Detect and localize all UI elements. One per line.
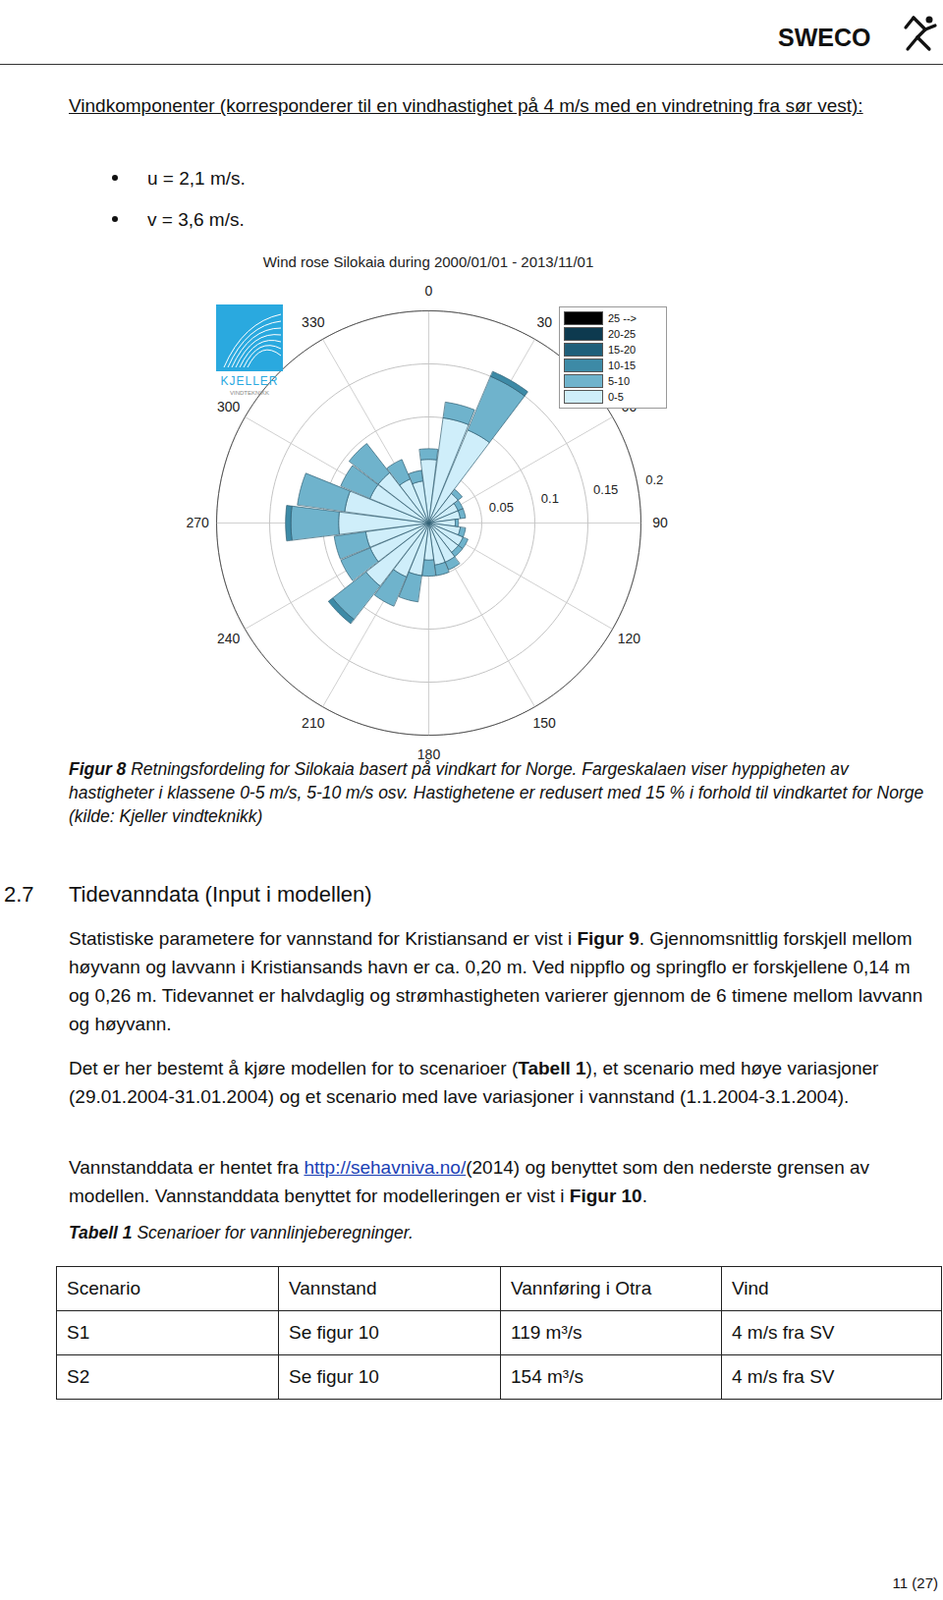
html-text:v = 3,6 m/s.: v = 3,6 m/s. — [147, 209, 245, 230]
html-text:0-5: 0-5 — [608, 390, 624, 403]
svg-text:330: 330 — [301, 314, 326, 331]
html-text:Det er her bestemt å kjøre mod: Det er her bestemt å kjøre modellen for … — [68, 1057, 879, 1108]
svg-text:VINDTEKNIKK: VINDTEKNIKK — [229, 389, 270, 396]
html-text:Se figur 10: Se figur 10 — [288, 1366, 380, 1387]
svg-text:270: 270 — [185, 514, 210, 531]
svg-text:0.05: 0.05 — [489, 499, 514, 515]
svg-text:90: 90 — [652, 514, 668, 531]
html-text:u = 2,1 m/s.: u = 2,1 m/s. — [147, 167, 246, 189]
html-text:Tidevanndata (Input i modellen: Tidevanndata (Input i modellen) — [68, 882, 372, 907]
html-text:25 -->: 25 --> — [608, 311, 637, 324]
svg-text:240: 240 — [217, 630, 241, 647]
svg-text:SWECO: SWECO — [777, 23, 871, 52]
html-text:Scenario: Scenario — [66, 1277, 141, 1299]
html-text:Se figur 10: Se figur 10 — [288, 1322, 380, 1343]
svg-text:0.2: 0.2 — [645, 472, 664, 488]
html-text:Vannstand: Vannstand — [288, 1277, 377, 1299]
svg-text:210: 210 — [301, 715, 326, 731]
html-text:Tabell 1 Scenarioer for vannli: Tabell 1 Scenarioer for vannlinjeberegni… — [68, 1222, 414, 1243]
svg-text:180: 180 — [417, 746, 441, 762]
svg-text:KJELLER: KJELLER — [220, 374, 278, 389]
svg-text:120: 120 — [617, 630, 642, 647]
svg-text:300: 300 — [217, 398, 241, 415]
html-text:20-25: 20-25 — [608, 327, 636, 340]
html-text:Vind: Vind — [731, 1277, 769, 1299]
html-text:11 (27): 11 (27) — [892, 1574, 939, 1592]
html-text:4 m/s fra SV: 4 m/s fra SV — [731, 1322, 835, 1343]
svg-text:0: 0 — [425, 282, 434, 299]
html-text:Vannstanddata er hentet fra ht: Vannstanddata er hentet fra http://sehav… — [68, 1157, 870, 1207]
svg-text:150: 150 — [533, 715, 557, 731]
html-text:S2: S2 — [66, 1366, 90, 1387]
html-text:4 m/s fra SV: 4 m/s fra SV — [731, 1366, 835, 1387]
html-text:Statistiske parametere for van: Statistiske parametere for vannstand for… — [68, 928, 923, 1035]
html-text:Figur 8 Retningsfordeling for: Figur 8 Retningsfordeling for Silokaia b… — [68, 759, 924, 827]
svg-text:0.1: 0.1 — [541, 491, 559, 506]
html-text:S1: S1 — [66, 1322, 90, 1343]
html-text:10-15: 10-15 — [608, 359, 636, 371]
html-text:Vindkomponenter (korrespondere: Vindkomponenter (korresponderer til en v… — [68, 95, 864, 116]
html-text:154 m³/s: 154 m³/s — [510, 1366, 584, 1387]
html-text:119 m³/s: 119 m³/s — [510, 1322, 583, 1343]
html-text:2.7: 2.7 — [3, 882, 34, 907]
html-text:Vannføring i Otra: Vannføring i Otra — [510, 1277, 652, 1299]
html-text:Wind rose Silokaia during 2000: Wind rose Silokaia during 2000/01/01 - 2… — [262, 253, 594, 271]
html-text:5-10: 5-10 — [608, 374, 630, 387]
svg-text:30: 30 — [536, 314, 553, 331]
html-text:15-20: 15-20 — [608, 343, 636, 356]
svg-text:0.15: 0.15 — [593, 482, 618, 498]
